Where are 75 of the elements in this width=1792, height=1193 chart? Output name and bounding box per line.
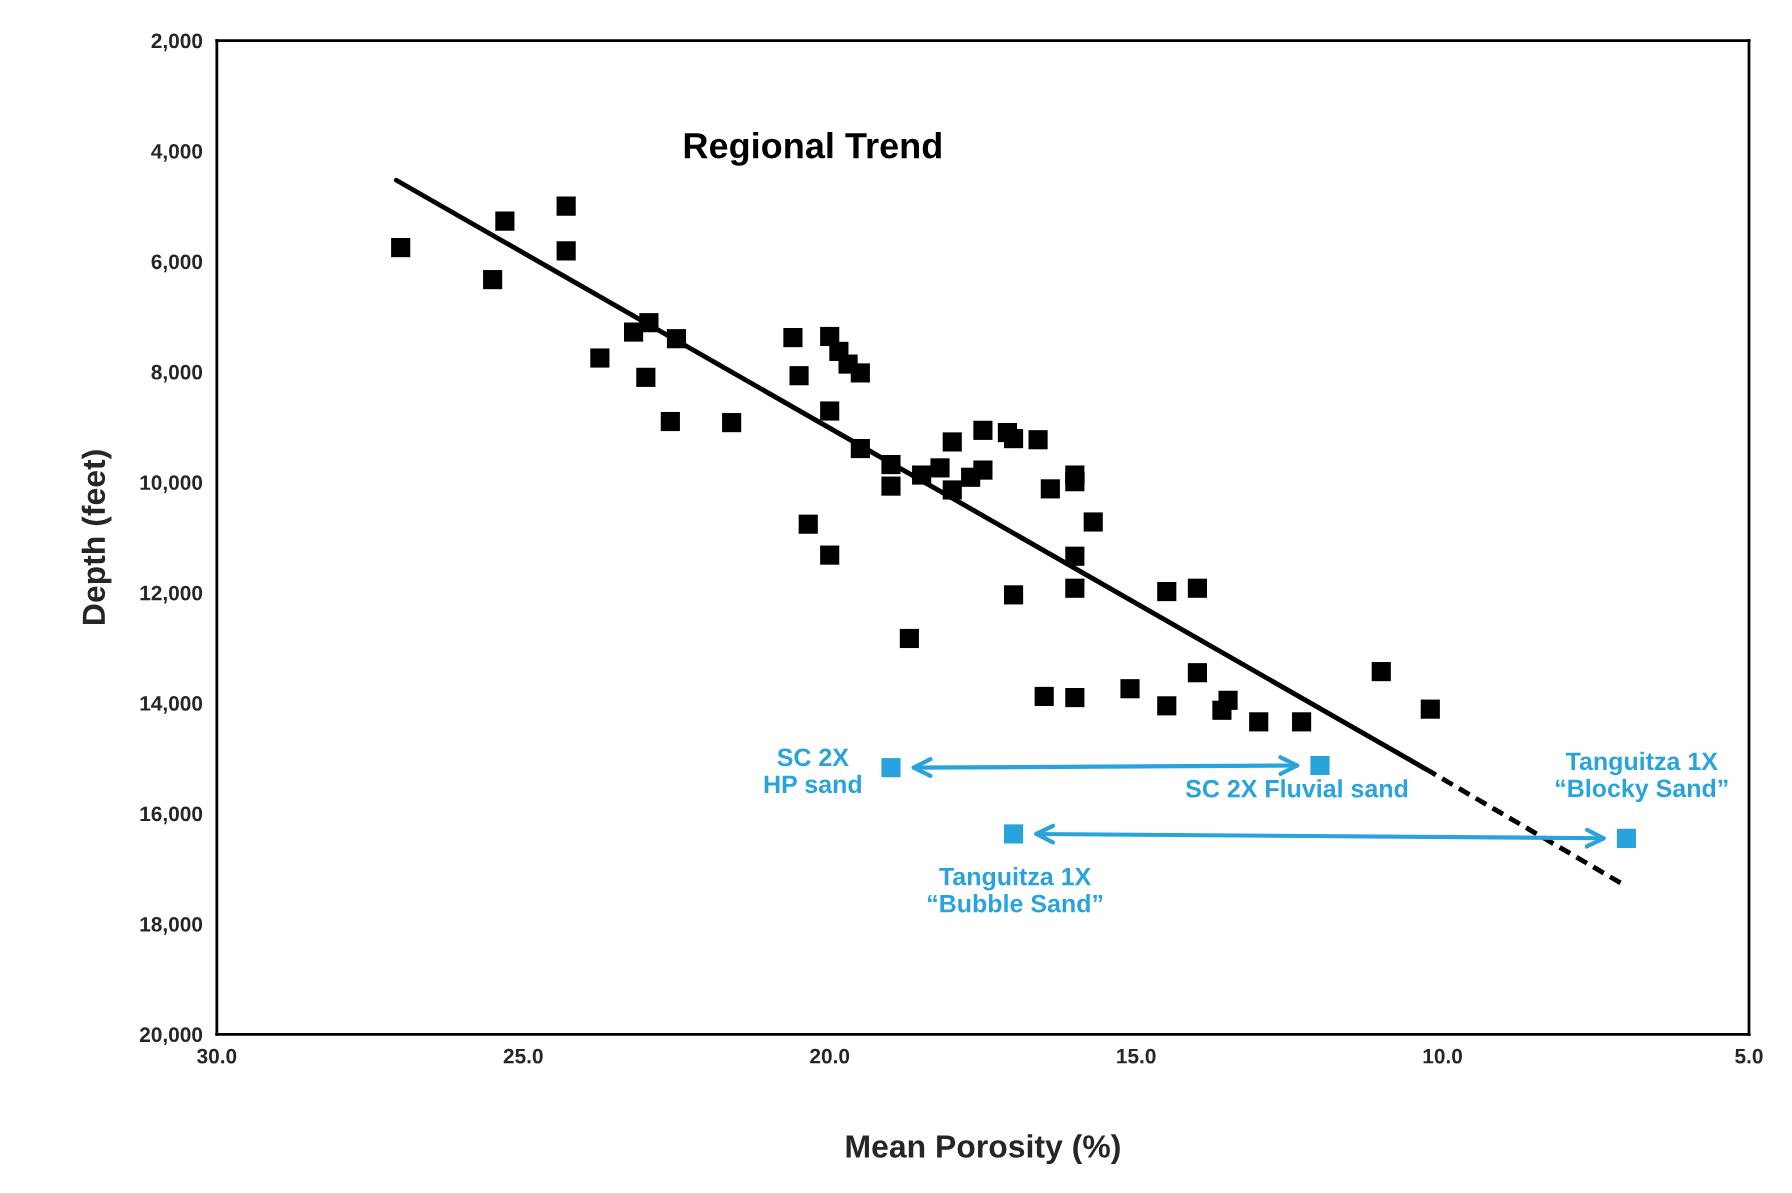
- point: [1212, 700, 1232, 720]
- y-tick-label: 18,000: [140, 916, 203, 935]
- point: [1249, 712, 1269, 732]
- point: [1157, 581, 1177, 602]
- point: [881, 758, 901, 778]
- point: [899, 628, 919, 649]
- point: [1187, 663, 1207, 683]
- point: [1065, 578, 1085, 598]
- y-tick-label: 4,000: [151, 143, 203, 162]
- annotation: Regional Trend: [684, 131, 941, 166]
- y-tick-label: 10,000: [140, 475, 203, 494]
- annotation: Tanguitza 1X “Bubble Sand”: [928, 867, 1103, 913]
- point: [624, 322, 644, 342]
- annotation: Tanguitza 1X “Blocky Sand”: [1556, 751, 1728, 803]
- point: [1034, 686, 1054, 707]
- point: [1157, 696, 1177, 716]
- point: [1040, 479, 1060, 499]
- point: [636, 367, 656, 387]
- point: [556, 241, 576, 261]
- point: [789, 366, 809, 386]
- point: [590, 348, 610, 368]
- point: [942, 480, 962, 500]
- point: [483, 270, 503, 290]
- point: [820, 545, 840, 565]
- point: [973, 420, 993, 440]
- x-tick-label: 10.0: [1423, 1048, 1462, 1064]
- point: [1371, 662, 1391, 682]
- x-tick-label: 30.0: [197, 1048, 237, 1064]
- point: [660, 411, 680, 432]
- point: [1003, 429, 1024, 449]
- x-tick-label: 5.0: [1735, 1048, 1763, 1064]
- point: [783, 328, 803, 348]
- y-tick-label: 6,000: [151, 254, 203, 273]
- point: [1292, 712, 1312, 732]
- y-axis-title: Depth (feet): [81, 450, 112, 625]
- point: [798, 514, 818, 534]
- point: [1065, 472, 1085, 492]
- point: [556, 196, 576, 216]
- point: [881, 476, 901, 496]
- point: [820, 401, 840, 421]
- x-tick-label: 20.0: [810, 1048, 850, 1064]
- point: [666, 329, 687, 349]
- point: [850, 438, 870, 459]
- point: [1420, 699, 1440, 719]
- point: [495, 211, 515, 231]
- point: [1120, 679, 1140, 699]
- annotation: SC 2X HP sand: [764, 748, 861, 794]
- point: [973, 460, 993, 480]
- point: [942, 432, 962, 452]
- y-tick-label: 20,000: [139, 1027, 203, 1046]
- annotation: SC 2X Fluvial sand: [1185, 779, 1408, 798]
- point: [1028, 430, 1048, 450]
- point: [1065, 687, 1085, 708]
- y-tick-label: 16,000: [140, 806, 203, 825]
- point: [639, 313, 659, 333]
- y-tick-label: 2,000: [151, 33, 203, 52]
- point: [1310, 755, 1330, 776]
- y-tick-label: 12,000: [140, 585, 203, 604]
- point: [881, 455, 901, 475]
- point: [850, 363, 870, 383]
- y-tick-label: 14,000: [140, 696, 203, 714]
- point: [722, 413, 742, 433]
- point: [930, 458, 950, 478]
- x-axis-title: Mean Porosity (%): [846, 1134, 1120, 1165]
- x-tick-label: 15.0: [1117, 1048, 1156, 1064]
- point: [1065, 546, 1085, 566]
- x-tick-label: 25.0: [503, 1048, 543, 1064]
- point: [391, 238, 411, 258]
- point: [1003, 585, 1024, 605]
- point: [1083, 512, 1103, 532]
- point: [1187, 578, 1207, 598]
- y-tick-label: 8,000: [151, 364, 203, 383]
- point: [1003, 824, 1024, 844]
- point: [912, 465, 932, 485]
- point: [1616, 828, 1636, 848]
